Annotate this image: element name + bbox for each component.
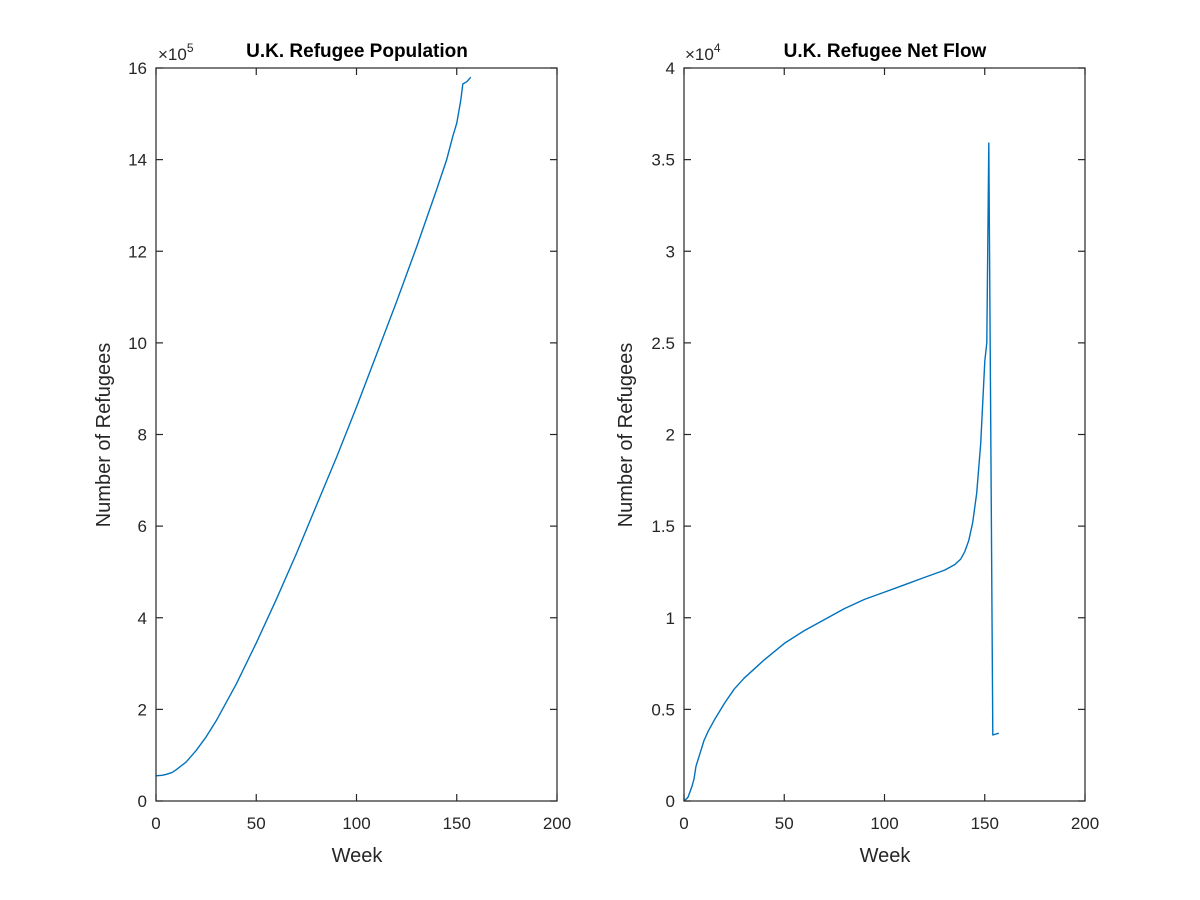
net-flow-x-tick-label: 50 — [775, 814, 794, 833]
population-x-tick-label: 150 — [443, 814, 471, 833]
net-flow-plot: U.K. Refugee Net Flow ×104 0 50 100 150 2000… — [615, 41, 1099, 867]
population-x-tick-label: 50 — [247, 814, 266, 833]
net-flow-line — [683, 142, 1000, 802]
net-flow-title: U.K. Refugee Net Flow — [784, 41, 987, 62]
net-flow-y-axis-label: Number of Refugees — [615, 343, 637, 528]
net-flow-y-tick-label: 2.5 — [651, 334, 675, 353]
net-flow-y-tick-label: 0.5 — [651, 700, 675, 719]
population-x-axis-label: Week — [332, 845, 384, 867]
net-flow-axes-box — [683, 67, 1086, 802]
net-flow-x-tick-label: 200 — [1071, 814, 1099, 833]
population-plot: U.K. Refugee Population ×105 0 50 100 150 20… — [93, 41, 571, 867]
net-flow-x-axis-label: Week — [860, 845, 912, 867]
population-tick-labels: 0 50 100 150 200 0 2 4 6 8 10 12 14 16 — [128, 59, 571, 833]
net-flow-y-tick-label: 4 — [666, 59, 675, 78]
net-flow-x-tick-label: 100 — [870, 814, 898, 833]
population-y-axis-label: Number of Refugees — [93, 343, 115, 528]
net-flow-tick-labels: 0 50 100 150 200 0 0.5 1 1.5 2 2.5 3 3.5 4 — [651, 59, 1099, 833]
population-x-tick-label: 0 — [151, 814, 160, 833]
population-x-tick-label: 100 — [342, 814, 370, 833]
population-y-tick-label: 0 — [138, 792, 147, 811]
population-y-tick-label: 4 — [138, 609, 147, 628]
net-flow-x-tick-label: 150 — [971, 814, 999, 833]
net-flow-y-tick-label: 0 — [666, 792, 675, 811]
population-y-tick-label: 16 — [128, 59, 147, 78]
population-y-tick-label: 14 — [128, 151, 147, 170]
net-flow-y-tick-label: 1 — [666, 609, 675, 628]
net-flow-y-exponent: ×104 — [685, 41, 721, 64]
population-title: U.K. Refugee Population — [246, 41, 468, 62]
population-line — [155, 76, 472, 777]
population-x-tick-label: 200 — [543, 814, 571, 833]
population-y-tick-label: 10 — [128, 334, 147, 353]
net-flow-x-tick-label: 0 — [679, 814, 688, 833]
population-y-tick-label: 8 — [138, 426, 147, 445]
population-series — [155, 76, 472, 777]
net-flow-y-tick-label: 3 — [666, 242, 675, 261]
population-y-tick-label: 2 — [138, 700, 147, 719]
net-flow-y-tick-label: 2 — [666, 426, 675, 445]
net-flow-series — [683, 142, 1000, 802]
population-y-tick-label: 6 — [138, 517, 147, 536]
net-flow-y-tick-label: 1.5 — [651, 517, 675, 536]
net-flow-y-tick-label: 3.5 — [651, 151, 675, 170]
population-y-exponent: ×105 — [158, 41, 194, 64]
population-axes-box — [155, 67, 558, 802]
population-y-tick-label: 12 — [128, 242, 147, 261]
